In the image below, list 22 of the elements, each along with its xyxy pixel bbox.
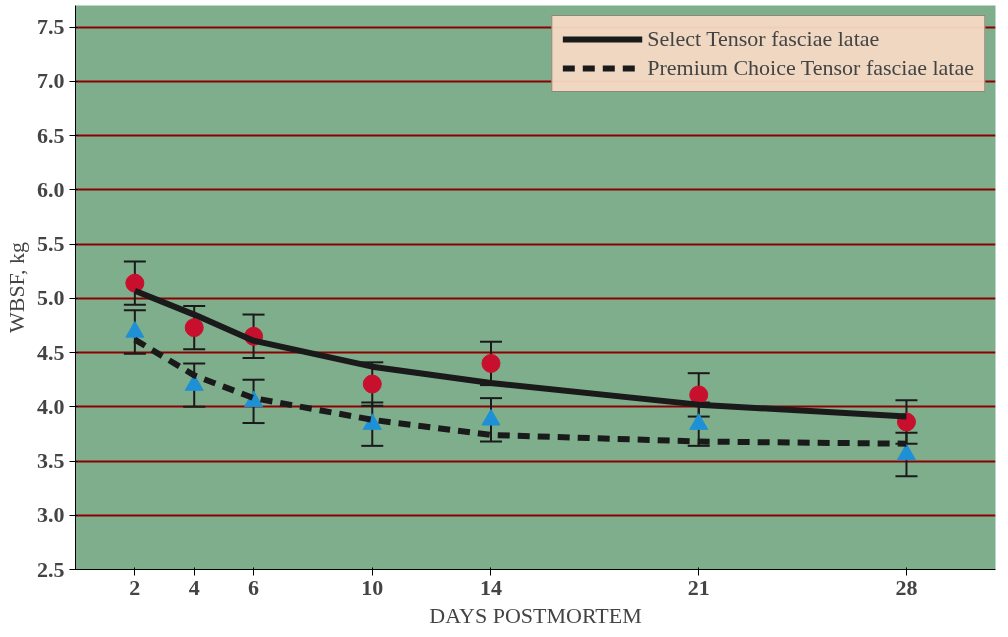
y-tick-label: 7.5 bbox=[37, 14, 65, 40]
y-tick-label: 7.0 bbox=[37, 68, 65, 94]
y-tick-label: 2.5 bbox=[37, 556, 65, 582]
x-tick-label: 14 bbox=[479, 574, 502, 600]
x-axis-title: DAYS POSTMORTEM bbox=[429, 602, 642, 628]
x-tick-label: 2 bbox=[129, 574, 141, 600]
x-tick-label: 21 bbox=[687, 574, 710, 600]
x-tick-label: 4 bbox=[188, 574, 200, 600]
y-tick-label: 4.0 bbox=[37, 393, 65, 419]
y-tick-label: 6.0 bbox=[37, 176, 65, 202]
y-tick-label: 4.5 bbox=[37, 339, 65, 365]
y-tick-label: 3.5 bbox=[37, 448, 65, 474]
x-tick-label: 28 bbox=[895, 574, 918, 600]
x-tick-label: 6 bbox=[248, 574, 260, 600]
y-tick-label: 3.0 bbox=[37, 502, 65, 528]
y-axis-title: WBSF, kg bbox=[4, 241, 29, 334]
y-tick-label: 5.5 bbox=[37, 231, 65, 257]
legend-label: Premium Choice Tensor fasciae latae bbox=[647, 55, 974, 81]
y-tick-label: 6.5 bbox=[37, 122, 65, 148]
y-tick-label: 5.0 bbox=[37, 285, 65, 311]
x-tick-label: 10 bbox=[361, 574, 384, 600]
legend-label: Select Tensor fasciae latae bbox=[647, 26, 880, 52]
